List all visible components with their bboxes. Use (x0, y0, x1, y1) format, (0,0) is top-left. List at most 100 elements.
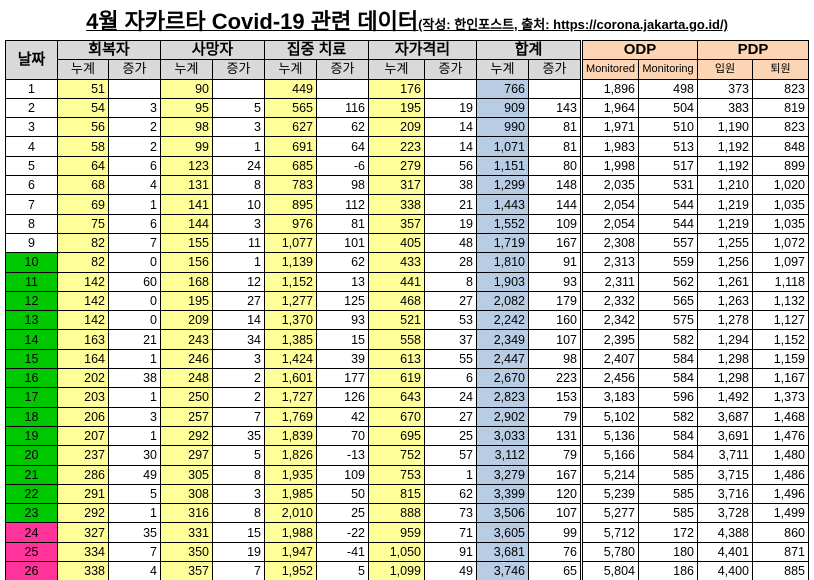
value-cell: 153 (528, 387, 581, 408)
value-cell: 468 (368, 290, 425, 312)
value-cell: 248 (160, 368, 213, 389)
gap (580, 310, 583, 330)
value-cell: 53 (424, 310, 477, 331)
value-cell: 1,496 (752, 483, 809, 505)
value-cell: 1,998 (582, 155, 639, 177)
value-cell: 25 (424, 425, 477, 447)
value-cell: 3 (212, 213, 265, 234)
value-cell: 75 (57, 213, 109, 234)
group-header: 사망자 (160, 39, 265, 61)
value-cell: 1,190 (697, 117, 753, 138)
value-cell: 1,385 (264, 329, 317, 350)
value-cell: 98 (316, 175, 369, 196)
data-row: 2 54 3 95 5 565 116 195 19 909 143 1,964 504 383 819 (5, 97, 809, 119)
value-cell: 2 (108, 136, 161, 157)
value-cell: 286 (57, 464, 109, 485)
value-cell: 1,839 (264, 425, 317, 447)
value-cell: 1,159 (752, 348, 809, 370)
value-cell: 1,050 (368, 541, 425, 563)
value-cell: 1,020 (752, 175, 809, 196)
value-cell: 357 (368, 213, 425, 234)
header-row: 날짜 회복자 사망자 집중 치료 자가격리 합계 ODP PDP (5, 39, 809, 80)
value-cell: 544 (638, 194, 698, 215)
value-cell: 3 (108, 406, 161, 427)
value-cell: 823 (752, 117, 809, 138)
value-cell: 909 (476, 97, 529, 119)
value-cell: 1,935 (264, 464, 317, 485)
value-cell: 93 (316, 310, 369, 331)
value-cell: 4,388 (697, 522, 753, 543)
value-cell: 203 (57, 387, 109, 408)
value-cell: 899 (752, 155, 809, 177)
data-row: 8 75 6 144 3 976 81 357 19 1,552 109 2,054 544 1,219 1… (5, 213, 809, 234)
value-cell: 766 (476, 78, 529, 99)
value-cell: 2 (108, 117, 161, 138)
value-cell: 4 (108, 561, 161, 580)
title: 4월 자카르타 Covid-19 관련 데이터 (86, 9, 419, 34)
value-cell: 3,711 (697, 445, 753, 466)
value-cell: 70 (316, 425, 369, 447)
value-cell: 116 (316, 97, 369, 119)
date-cell: 4 (5, 136, 58, 157)
value-cell: 521 (368, 310, 425, 331)
value-cell: 783 (264, 175, 317, 196)
gap (580, 542, 583, 562)
value-cell: 155 (160, 232, 213, 254)
value-cell: 685 (264, 155, 317, 177)
value-cell: 449 (264, 78, 317, 99)
value-cell: 557 (638, 232, 698, 254)
value-cell: 131 (160, 175, 213, 196)
gap (580, 329, 583, 350)
value-cell: 156 (160, 252, 213, 273)
value-cell: 2,054 (582, 213, 639, 234)
gap (580, 349, 583, 369)
value-cell: 2,407 (582, 348, 639, 370)
sub-header: 퇴원 (752, 59, 809, 80)
value-cell: 5,780 (582, 541, 639, 563)
value-cell: 62 (316, 117, 369, 138)
data-row: 10 82 0 156 1 1,139 62 433 28 1,810 91 2,313 559 1,25… (5, 252, 809, 273)
date-cell: 19 (5, 425, 58, 447)
value-cell: 223 (528, 368, 581, 389)
date-cell: 9 (5, 232, 58, 254)
value-cell: 48 (424, 232, 477, 254)
data-row: 3 56 2 98 3 627 62 209 14 990 81 1,971 510 1,190 823 (5, 117, 809, 138)
value-cell: 1,424 (264, 348, 317, 370)
value-cell: 1,167 (752, 368, 809, 389)
value-cell: 68 (57, 175, 109, 196)
value-cell: 1,727 (264, 387, 317, 408)
value-cell: 6 (108, 155, 161, 177)
value-cell: 279 (368, 155, 425, 177)
gap (580, 214, 583, 234)
value-cell: 1,099 (368, 561, 425, 580)
value-cell: 7 (212, 406, 265, 427)
value-cell: 3 (212, 117, 265, 138)
sub-header: Monitored (582, 59, 639, 80)
sub-header: 증가 (108, 59, 161, 80)
sub-header: 누계 (368, 59, 425, 80)
value-cell: 143 (528, 97, 581, 119)
value-cell: 54 (57, 97, 109, 119)
value-cell: 565 (264, 97, 317, 119)
value-cell: 1,826 (264, 445, 317, 466)
value-cell: 1,277 (264, 290, 317, 312)
value-cell: 1,255 (697, 232, 753, 254)
value-cell: 584 (638, 368, 698, 389)
gap (580, 387, 583, 408)
value-cell: 164 (57, 348, 109, 370)
value-cell: 338 (57, 561, 109, 580)
value-cell: 3,183 (582, 387, 639, 408)
data-row: 26 338 4 357 7 1,952 5 1,099 49 3,746 65 5,804 186 4,… (5, 561, 809, 580)
value-cell: 316 (160, 503, 213, 524)
value-cell: 24 (424, 387, 477, 408)
data-row: 24 327 35 331 15 1,988 -22 959 71 3,605 99 5,712 172… (5, 522, 809, 543)
value-cell: 5 (108, 483, 161, 505)
value-cell: 1,139 (264, 252, 317, 273)
date-cell: 16 (5, 368, 58, 389)
value-cell: 3,399 (476, 483, 529, 505)
value-cell: 10 (212, 194, 265, 215)
value-cell: 39 (316, 348, 369, 370)
value-cell: 562 (638, 271, 698, 292)
value-cell: 51 (57, 78, 109, 99)
sub-header: 누계 (160, 59, 213, 80)
